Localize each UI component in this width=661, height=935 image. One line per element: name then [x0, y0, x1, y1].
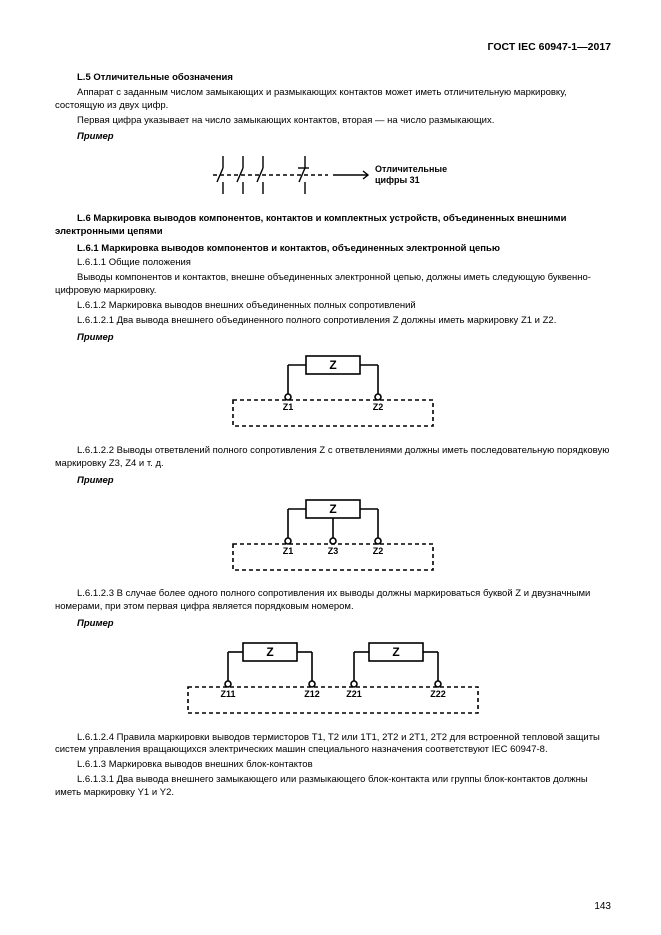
fig1-label1: Отличительные — [375, 164, 447, 174]
para-L611: Выводы компонентов и контактов, внешне о… — [55, 272, 611, 298]
sec-L6124: L.6.1.2.4 Правила маркировки выводов тер… — [55, 732, 611, 758]
fig2-t2: Z2 — [373, 402, 384, 412]
sec-L613: L.6.1.3 Маркировка выводов внешних блок-… — [55, 759, 611, 772]
fig3-t3: Z2 — [373, 546, 384, 556]
sec-L61-title: L.6.1 Маркировка выводов компонентов и к… — [55, 243, 611, 256]
fig4-t2: Z12 — [304, 689, 320, 699]
fig2-t1: Z1 — [283, 402, 294, 412]
sec-L612: L.6.1.2 Маркировка выводов внешних объед… — [55, 300, 611, 313]
example-label-4: Пример — [77, 618, 611, 631]
fig4-t4: Z22 — [430, 689, 446, 699]
page-number: 143 — [594, 900, 611, 914]
fig2-z: Z — [329, 358, 336, 372]
example-label-2: Пример — [77, 332, 611, 345]
sec-L6-title: L.6 Маркировка выводов компонентов, конт… — [55, 213, 611, 239]
figure-z-double: Z Z Z11 Z12 Z21 Z22 — [55, 637, 611, 722]
fig4-z1: Z — [266, 645, 273, 659]
figure-contacts: Отличительные цифры 31 — [55, 150, 611, 203]
fig4-t3: Z21 — [346, 689, 362, 699]
sec-L6122: L.6.1.2.2 Выводы ответвлений полного соп… — [55, 445, 611, 471]
fig4-z2: Z — [392, 645, 399, 659]
figure-z-2term: Z Z1 Z2 — [55, 350, 611, 435]
fig1-label2: цифры 31 — [375, 175, 420, 185]
doc-header: ГОСТ IEC 60947-1—2017 — [55, 40, 611, 54]
fig3-z: Z — [329, 502, 336, 516]
sec-L6121: L.6.1.2.1 Два вывода внешнего объединенн… — [55, 315, 611, 328]
fig3-t2: Z3 — [328, 546, 339, 556]
sec-L611: L.6.1.1 Общие положения — [55, 257, 611, 270]
fig4-t1: Z11 — [220, 689, 235, 699]
figure-z-tap: Z Z1 Z3 Z2 — [55, 494, 611, 579]
fig3-t1: Z1 — [283, 546, 294, 556]
example-label-1: Пример — [77, 131, 611, 144]
para-L5-1: Аппарат с заданным числом замыкающих и р… — [55, 87, 611, 113]
para-L5-2: Первая цифра указывает на число замыкающ… — [55, 115, 611, 128]
sec-L6123: L.6.1.2.3 В случае более одного полного … — [55, 588, 611, 614]
example-label-3: Пример — [77, 475, 611, 488]
sec-L5-title: L.5 Отличительные обозначения — [55, 72, 611, 85]
sec-L6131: L.6.1.3.1 Два вывода внешнего замыкающег… — [55, 774, 611, 800]
